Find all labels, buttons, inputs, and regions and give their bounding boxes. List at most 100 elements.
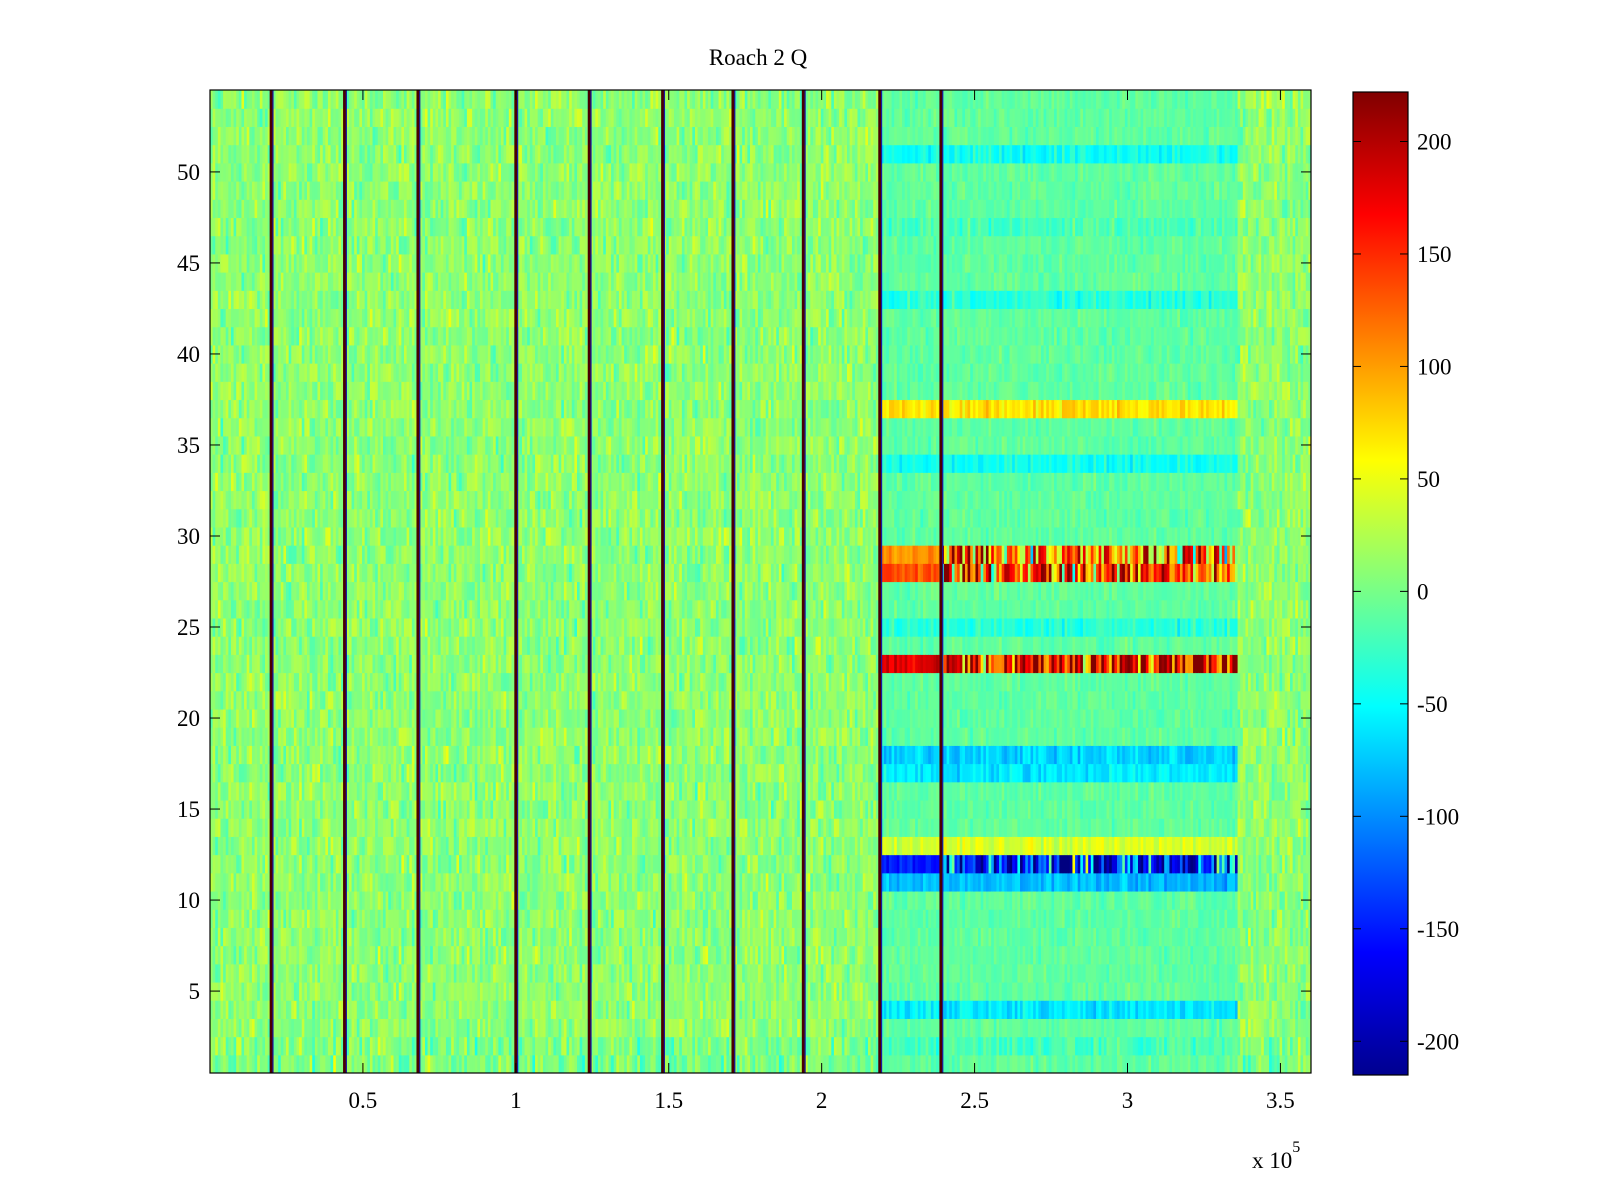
heatmap-cell [272, 472, 277, 492]
heatmap-cell [393, 144, 397, 164]
heatmap-cell [228, 890, 232, 910]
heatmap-cell [359, 308, 363, 328]
heatmap-cell [317, 290, 321, 310]
heatmap-cell [212, 90, 216, 109]
heatmap-cell [398, 890, 402, 910]
heatmap-cell [272, 363, 277, 382]
heatmap-cell [233, 781, 237, 801]
heatmap-cell [217, 308, 222, 328]
heatmap-cell [346, 963, 350, 983]
heatmap-cell [217, 818, 222, 837]
heatmap-cell [409, 1036, 413, 1056]
heatmap-cell [393, 654, 397, 674]
heatmap-cell [262, 272, 266, 291]
heatmap-cell [390, 90, 395, 109]
heatmap-cell [233, 90, 237, 109]
heatmap-cell [320, 417, 324, 437]
heatmap-cell [354, 781, 358, 801]
heatmap-cell [228, 836, 232, 856]
heatmap-cell [325, 308, 329, 328]
heatmap-cell [251, 690, 256, 710]
heatmap-cell [377, 108, 381, 127]
heatmap-cell [233, 181, 237, 200]
heatmap-cell [377, 599, 381, 619]
heatmap-cell [249, 472, 253, 492]
heatmap-cell [304, 108, 308, 127]
heatmap-cell [286, 690, 290, 710]
heatmap-cell [338, 654, 342, 674]
heatmap-cell [212, 763, 216, 783]
heatmap-cell [210, 399, 214, 419]
heatmap-cell [377, 1000, 381, 1019]
heatmap-cell [330, 981, 334, 1001]
heatmap-cell [320, 654, 324, 674]
heatmap-cell [351, 872, 355, 892]
heatmap-cell [377, 217, 381, 237]
heatmap-cell [356, 945, 361, 965]
heatmap-cell [401, 872, 405, 892]
heatmap-cell [304, 636, 308, 655]
heatmap-cell [411, 690, 416, 710]
heatmap-cell [354, 363, 358, 382]
heatmap-cell [369, 526, 374, 546]
heatmap-cell [283, 363, 287, 382]
heatmap-cell [220, 818, 224, 837]
heatmap-cell [293, 909, 298, 928]
heatmap-cell [236, 144, 240, 164]
heatmap-cell [278, 563, 282, 583]
heatmap-cell [262, 818, 266, 837]
heatmap-cell [409, 890, 413, 910]
heatmap-cell [309, 636, 313, 655]
heatmap-cell [228, 963, 232, 983]
heatmap-cell [320, 727, 324, 746]
heatmap-cell [249, 217, 253, 237]
heatmap-cell [317, 272, 321, 291]
heatmap-cell [401, 144, 405, 164]
heatmap-cell [335, 399, 340, 419]
heatmap-cell [375, 763, 379, 783]
heatmap-cell [299, 490, 303, 510]
heatmap-cell [369, 690, 374, 710]
heatmap-cell [335, 454, 340, 473]
heatmap-cell [403, 727, 408, 746]
heatmap-cell [251, 326, 256, 346]
heatmap-cell [403, 162, 408, 182]
heatmap-cell [346, 727, 350, 746]
heatmap-cell [225, 526, 229, 546]
heatmap-cell [406, 526, 410, 546]
heatmap-cell [251, 909, 256, 928]
heatmap-cell [309, 490, 313, 510]
heatmap-cell [244, 508, 248, 528]
heatmap-cell [403, 217, 408, 237]
heatmap-cell [372, 872, 376, 892]
heatmap-cell [291, 472, 295, 492]
heatmap-cell [249, 1036, 253, 1056]
heatmap-cell [341, 781, 345, 801]
heatmap-cell [299, 963, 303, 983]
heatmap-cell [354, 290, 358, 310]
heatmap-cell [275, 1018, 279, 1038]
heatmap-cell [367, 799, 371, 819]
heatmap-cell [312, 217, 316, 237]
heatmap-cell [212, 599, 216, 619]
heatmap-cell [217, 181, 222, 200]
heatmap-cell [259, 108, 264, 127]
heatmap-cell [367, 945, 371, 965]
heatmap-cell [262, 308, 266, 328]
heatmap-cell [383, 253, 387, 273]
heatmap-cell [210, 818, 214, 837]
heatmap-cell [330, 799, 334, 819]
heatmap-cell [335, 253, 340, 273]
heatmap-cell [283, 690, 287, 710]
heatmap-cell [286, 454, 290, 473]
heatmap-cell [356, 472, 361, 492]
heatmap-cell [293, 927, 298, 947]
heatmap-cell [241, 363, 245, 382]
heatmap-cell [325, 799, 329, 819]
heatmap-cell [299, 108, 303, 127]
heatmap-cell [325, 417, 329, 437]
heatmap-cell [309, 108, 313, 127]
heatmap-cell [396, 490, 400, 510]
heatmap-cell [396, 1000, 400, 1019]
heatmap-cell [388, 836, 392, 856]
